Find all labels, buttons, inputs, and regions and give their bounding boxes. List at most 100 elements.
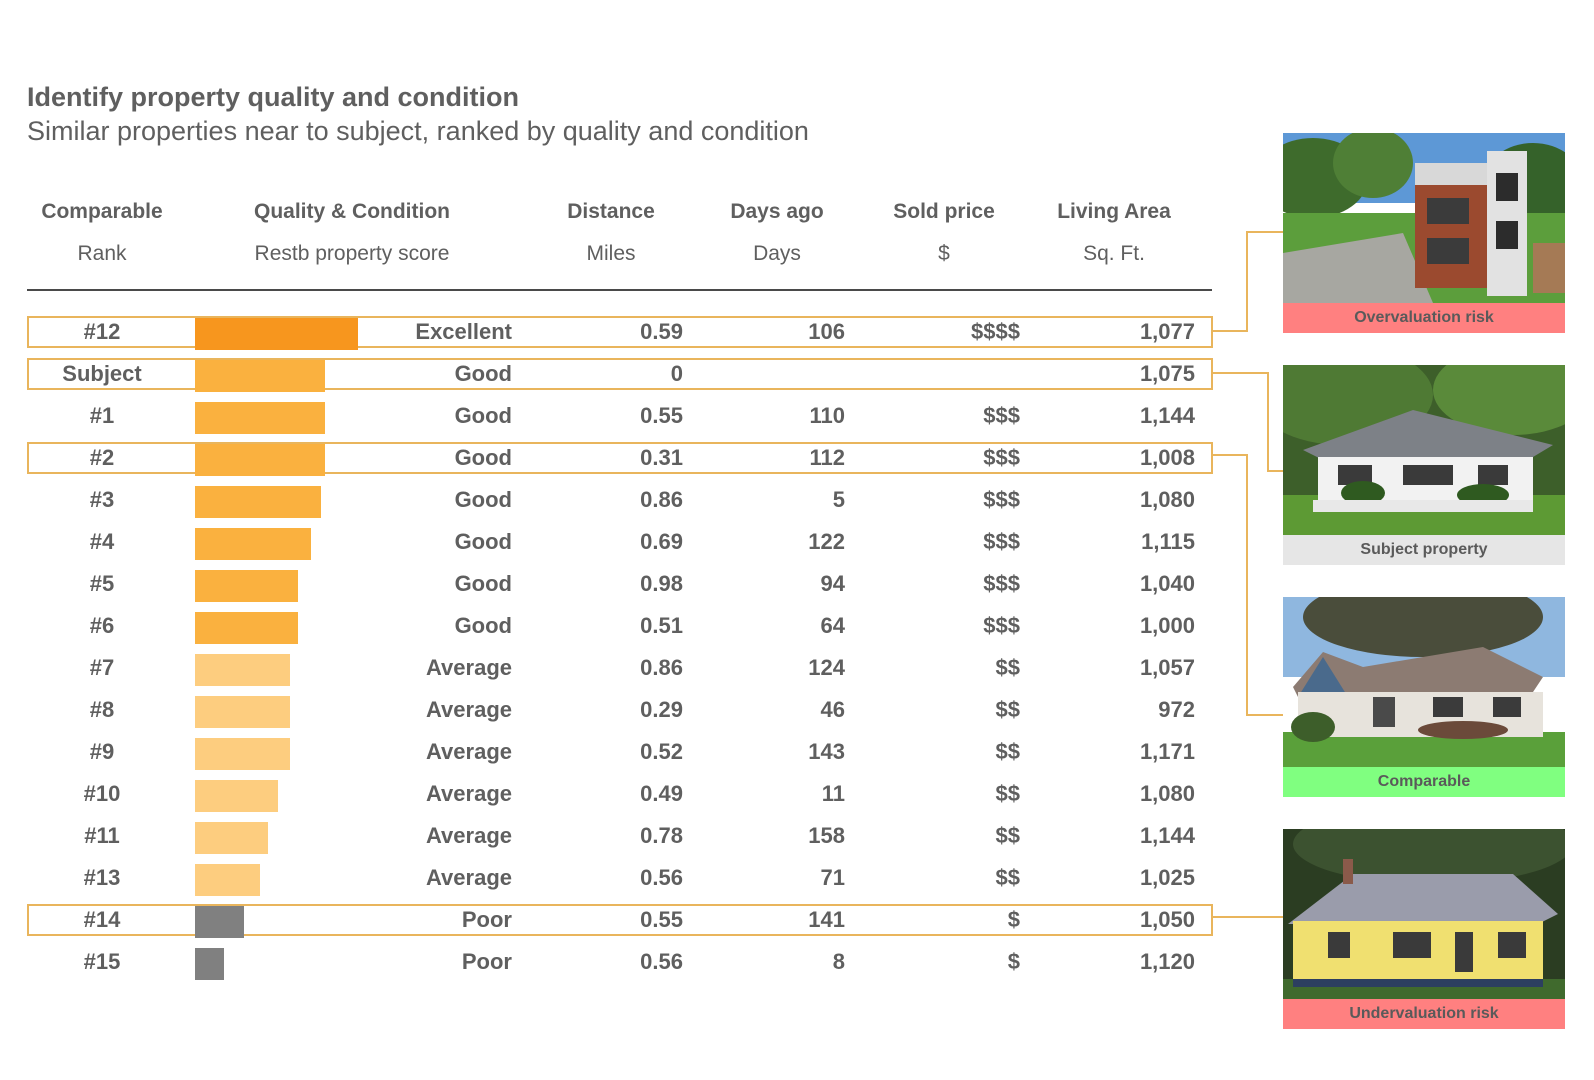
connector-subject (1213, 372, 1283, 472)
price-cell: $$$ (983, 613, 1020, 638)
area-cell: 1,057 (1139, 655, 1195, 680)
quality-score-bar (195, 570, 298, 602)
chart-subtitle: Similar properties near to subject, rank… (27, 116, 809, 146)
rank-cell: #11 (84, 823, 120, 848)
price-cell: $$ (995, 781, 1020, 806)
quality-score-bar (195, 318, 358, 350)
area-cell: 1,171 (1139, 739, 1195, 764)
quality-score-bar (195, 654, 290, 686)
price-cell: $$$ (983, 445, 1020, 470)
row-highlight-frame (27, 904, 1213, 936)
row-highlight-frame (27, 358, 1213, 390)
table-row: #12 Excellent 0.59 106 $$$$ 1,077 (0, 313, 1225, 355)
rank-cell: #8 (89, 697, 115, 722)
quality-cell: Average (425, 865, 512, 890)
distance-cell: 0.59 (640, 319, 683, 344)
col-sub-days: Days (753, 242, 801, 265)
photo-yellow-house (1283, 829, 1565, 999)
quality-score-bar (195, 738, 290, 770)
quality-cell: Average (425, 655, 512, 680)
days-cell: 143 (808, 739, 845, 764)
area-cell: 1,040 (1139, 571, 1195, 596)
caption-subject: Subject property (1283, 535, 1565, 565)
price-cell: $ (1007, 949, 1020, 974)
col-header-price: Sold price (893, 200, 995, 223)
area-cell: 1,115 (1141, 529, 1195, 554)
distance-cell: 0.31 (640, 445, 683, 470)
quality-score-bar (195, 906, 244, 938)
quality-score-bar (195, 444, 325, 476)
area-cell: 972 (1158, 697, 1195, 722)
area-cell: 1,077 (1139, 319, 1195, 344)
price-cell: $$ (995, 655, 1020, 680)
table-row: #2 Good 0.31 112 $$$ 1,008 (0, 439, 1225, 481)
quality-score-bar (195, 402, 325, 434)
days-cell: 122 (808, 529, 845, 554)
area-cell: 1,000 (1139, 613, 1195, 638)
rank-cell: #1 (89, 403, 115, 428)
quality-cell: Poor (461, 907, 512, 932)
rank-cell: #5 (89, 571, 115, 596)
days-cell: 110 (809, 403, 846, 428)
quality-cell: Good (454, 445, 512, 470)
distance-cell: 0.98 (640, 571, 683, 596)
distance-cell: 0 (670, 361, 683, 386)
photo-subject-house (1283, 365, 1565, 535)
area-cell: 1,050 (1139, 907, 1195, 932)
rank-cell: #3 (89, 487, 115, 512)
distance-cell: 0.29 (640, 697, 683, 722)
rank-cell: Subject (62, 361, 142, 386)
distance-cell: 0.56 (640, 865, 683, 890)
quality-score-bar (195, 612, 298, 644)
days-cell: 124 (808, 655, 845, 680)
col-header-days: Days ago (730, 200, 824, 223)
col-header-comparable: Comparable (41, 200, 163, 223)
table-row: #3 Good 0.86 5 $$$ 1,080 (0, 481, 1225, 523)
distance-cell: 0.51 (640, 613, 683, 638)
area-cell: 1,144 (1139, 403, 1195, 428)
distance-cell: 0.56 (640, 949, 683, 974)
caption-undervaluation: Undervaluation risk (1283, 999, 1565, 1029)
area-cell: 1,080 (1139, 487, 1195, 512)
rank-cell: #2 (89, 445, 115, 470)
days-cell: 46 (820, 697, 845, 722)
table-row: Subject Good 0 1,075 (0, 355, 1225, 397)
area-cell: 1,144 (1139, 823, 1195, 848)
rank-cell: #7 (89, 655, 115, 680)
rank-cell: #15 (83, 949, 121, 974)
table-row: #7 Average 0.86 124 $$ 1,057 (0, 649, 1225, 691)
rank-cell: #6 (89, 613, 115, 638)
distance-cell: 0.55 (640, 907, 683, 932)
rank-cell: #10 (83, 781, 121, 806)
days-cell: 158 (808, 823, 845, 848)
price-cell: $ (1007, 907, 1020, 932)
area-cell: 1,008 (1139, 445, 1195, 470)
quality-score-bar (195, 780, 278, 812)
days-cell: 5 (832, 487, 845, 512)
header-divider (27, 289, 1212, 291)
days-cell: 71 (820, 865, 845, 890)
quality-cell: Average (425, 781, 512, 806)
rank-cell: #9 (89, 739, 115, 764)
quality-score-bar (195, 948, 224, 980)
area-cell: 1,080 (1139, 781, 1195, 806)
days-cell: 106 (808, 319, 845, 344)
table-row: #14 Poor 0.55 141 $1,050 (0, 901, 1225, 943)
rank-cell: #4 (89, 529, 115, 554)
distance-cell: 0.78 (640, 823, 683, 848)
quality-cell: Average (425, 739, 512, 764)
quality-cell: Good (454, 361, 512, 386)
connector-overvaluation (1213, 231, 1283, 332)
price-cell: $$ (995, 865, 1020, 890)
connector-comparable (1213, 454, 1283, 716)
distance-cell: 0.55 (640, 403, 683, 428)
quality-score-bar (195, 486, 321, 518)
col-sub-miles: Miles (586, 242, 636, 265)
price-cell: $$$ (983, 529, 1020, 554)
caption-comparable: Comparable (1283, 767, 1565, 797)
days-cell: 11 (821, 781, 845, 806)
area-cell: 1,075 (1139, 361, 1195, 386)
quality-cell: Good (454, 529, 512, 554)
chart-title: Identify property quality and condition (27, 82, 520, 112)
quality-cell: Good (454, 487, 512, 512)
